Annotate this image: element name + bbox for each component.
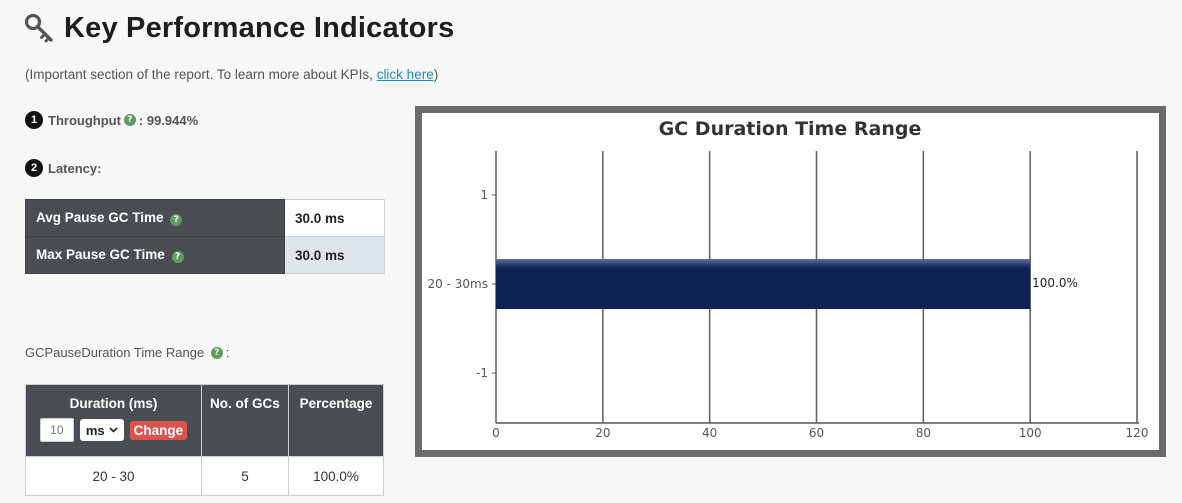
avg-pause-value: 30.0 ms xyxy=(284,199,385,237)
key-icon xyxy=(24,13,53,43)
duration-cell: 20 - 30 xyxy=(25,456,202,496)
unit-select[interactable]: ms xyxy=(79,419,124,441)
latency-table: Avg Pause GC Time ? 30.0 ms Max Pause GC… xyxy=(25,199,385,274)
x-tick-label: 80 xyxy=(916,426,931,440)
avg-pause-label: Avg Pause GC Time xyxy=(36,210,164,225)
percentage-column-header: Percentage xyxy=(288,384,384,457)
unit-select-value: ms xyxy=(85,422,105,438)
page-header: Key Performance Indicators xyxy=(24,8,454,48)
click-here-link[interactable]: click here xyxy=(376,67,434,82)
range-controls: ms Change xyxy=(34,418,193,442)
gc-duration-chart: GC Duration Time Range 0 20 40 60 80 100 120 1 2… xyxy=(428,118,1149,440)
percentage-cell: 100.0% xyxy=(288,456,384,496)
table-row: Max Pause GC Time ? 30.0 ms xyxy=(25,236,385,274)
table-row: Avg Pause GC Time ? 30.0 ms xyxy=(25,199,385,237)
x-tick-label: 40 xyxy=(702,426,717,440)
throughput-row: 1 Throughput ? : 99.944% xyxy=(25,111,198,129)
help-icon[interactable]: ? xyxy=(210,346,223,359)
subtitle-suffix: ) xyxy=(433,67,439,82)
number-2-badge: 2 xyxy=(25,159,43,177)
max-pause-value: 30.0 ms xyxy=(284,236,385,274)
number-1-badge: 1 xyxy=(25,111,43,129)
x-tick-label: 0 xyxy=(492,426,500,440)
chart-title: GC Duration Time Range xyxy=(659,118,922,140)
throughput-value: : 99.944% xyxy=(138,112,199,128)
help-icon[interactable]: ? xyxy=(171,251,184,263)
table-row: 20 - 30 5 100.0% xyxy=(25,456,384,496)
throughput-label: Throughput xyxy=(48,112,121,128)
count-column-header: No. of GCs xyxy=(201,384,289,457)
gc-pause-table: Duration (ms) ms Change No. of GCs Perce… xyxy=(25,384,384,496)
help-icon[interactable]: ? xyxy=(123,114,136,126)
chart-panel: GC Duration Time Range 0 20 40 60 80 100 120 1 2… xyxy=(422,113,1159,450)
gc-pause-suffix: : xyxy=(225,345,230,360)
gc-pause-label: GCPauseDuration Time Range xyxy=(25,345,205,360)
duration-header-label: Duration (ms) xyxy=(69,396,158,411)
latency-label: Latency: xyxy=(48,160,102,176)
gc-pause-heading: GCPauseDuration Time Range ?: xyxy=(25,345,229,360)
y-tick-label: -1 xyxy=(476,366,488,380)
y-tick-label: 20 - 30ms xyxy=(428,277,488,291)
y-tick-label: 1 xyxy=(480,188,488,202)
bar-data-label: 100.0% xyxy=(1032,276,1078,290)
bar xyxy=(496,259,1031,309)
chevron-down-icon xyxy=(109,427,118,433)
chart-frame: GC Duration Time Range 0 20 40 60 80 100 120 1 2… xyxy=(415,106,1166,457)
range-size-input[interactable] xyxy=(39,418,74,442)
change-button[interactable]: Change xyxy=(129,420,188,440)
page-subtitle: (Important section of the report. To lea… xyxy=(25,67,438,82)
latency-row: 2 Latency: xyxy=(25,159,101,177)
x-tick-label: 60 xyxy=(809,426,824,440)
avg-pause-label-cell: Avg Pause GC Time ? xyxy=(25,199,285,237)
table-header-row: Duration (ms) ms Change No. of GCs Perce… xyxy=(25,384,384,457)
help-icon[interactable]: ? xyxy=(170,214,183,226)
x-tick-label: 100 xyxy=(1019,426,1042,440)
x-tick-label: 20 xyxy=(595,426,610,440)
subtitle-prefix: (Important section of the report. To lea… xyxy=(25,67,377,82)
count-cell: 5 xyxy=(201,456,289,496)
duration-column-header: Duration (ms) ms Change xyxy=(25,384,202,457)
x-tick-label: 120 xyxy=(1126,426,1149,440)
max-pause-label: Max Pause GC Time xyxy=(36,247,165,262)
max-pause-label-cell: Max Pause GC Time ? xyxy=(25,236,285,274)
page-title: Key Performance Indicators xyxy=(64,11,455,44)
